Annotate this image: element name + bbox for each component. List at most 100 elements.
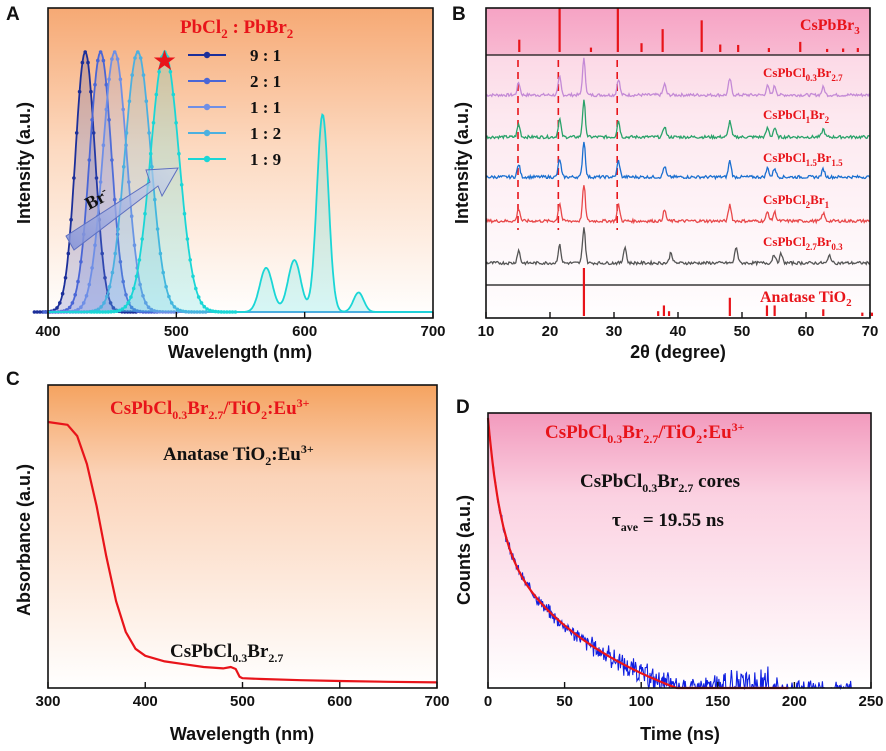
series-point: [111, 306, 116, 310]
series-point: [149, 307, 154, 312]
panel-a-curves: [32, 50, 433, 314]
panel-d-tick-label: 0: [484, 693, 492, 710]
panel-d-xlabel: Time (ns): [640, 724, 720, 744]
series-point: [201, 310, 205, 314]
series-point: [160, 310, 165, 314]
series-point: [38, 310, 42, 314]
panel-c-tick-label: 300: [35, 693, 60, 710]
panel-b-tick-label: 60: [798, 323, 815, 340]
series-point: [174, 121, 178, 125]
panel-d-note-core: CsPbCl0.3Br2.7 cores: [580, 471, 740, 495]
series-point: [160, 55, 164, 59]
xrd-series-line: [485, 57, 871, 98]
series-point: [211, 309, 215, 314]
series-point: [137, 258, 142, 262]
series-point: [233, 310, 238, 314]
series-point: [110, 57, 114, 61]
series-point: [135, 309, 140, 313]
series-point: [93, 243, 97, 247]
series-point: [189, 310, 194, 314]
series-point: [101, 143, 106, 147]
panel-d-ylabel: Counts (a.u.): [454, 495, 474, 605]
series-point: [163, 310, 168, 314]
series-point: [196, 295, 201, 299]
series-point: [155, 309, 159, 314]
panel-b-tick-label: 20: [542, 323, 559, 340]
panel-b-background: [486, 8, 870, 318]
panel-c-xlabel: Wavelength (nm): [170, 724, 314, 744]
legend-label: 1 : 2: [250, 124, 281, 143]
series-point: [90, 118, 94, 122]
panel-letter-c: C: [6, 369, 20, 390]
series-point: [124, 131, 129, 135]
series-point: [171, 92, 176, 97]
series-point: [32, 310, 37, 314]
series-point: [141, 294, 145, 298]
series-point: [127, 180, 131, 184]
series-point: [84, 294, 89, 298]
xrd-series-label: CsPbCl0.3Br2.7: [763, 65, 843, 83]
xrd-series-label-part: 1.5: [831, 158, 843, 168]
panel-c-tick-label: 400: [133, 693, 158, 710]
series-point: [70, 301, 75, 305]
series-point: [81, 301, 86, 305]
panel-letter-b: B: [452, 4, 466, 25]
xrd-series-label-part: 2: [806, 200, 811, 210]
series-point: [69, 217, 73, 222]
series-fill-9:1: [48, 52, 433, 312]
panel-b: CsPbBr3 Anatase TiO2 CsPbCl0.3Br2.7CsPbC…: [452, 7, 879, 362]
series-point: [118, 77, 123, 82]
series-point: [143, 211, 147, 216]
xrd-series-label-part: 1: [825, 200, 830, 210]
xrd-series-label: CsPbCl1.5Br1.5: [763, 150, 843, 168]
series-point: [117, 308, 122, 313]
panel-b-series-labels: CsPbCl0.3Br2.7 CsPbCl1Br2 CsPbCl1.5Br1.5 Cs…: [763, 65, 843, 252]
series-point: [103, 276, 107, 280]
series-point: [121, 279, 125, 284]
series-point: [134, 274, 139, 279]
series-point: [192, 310, 197, 314]
series-point: [185, 237, 190, 241]
legend-marker: [203, 129, 211, 137]
xrd-series-label-part: 2.7: [831, 73, 843, 83]
panel-a-frame: [47, 7, 434, 319]
series-point: [194, 286, 198, 291]
xrd-series-line: [485, 185, 871, 225]
panel-c-background: [48, 385, 437, 688]
series-point: [148, 151, 153, 156]
xrd-series-label-part: 0.3: [831, 242, 843, 252]
series-point: [230, 310, 235, 314]
series-point: [42, 310, 46, 314]
panel-b-patterns: [485, 8, 874, 316]
series-point: [144, 99, 149, 103]
xrd-series-label-part: 2.7: [806, 242, 818, 252]
panel-b-tick-label: 70: [862, 323, 879, 340]
series-point: [94, 176, 99, 180]
series-point: [172, 305, 177, 309]
series-point: [213, 309, 218, 314]
panel-a-title: PbCl2 : PbBr2: [180, 17, 293, 41]
series-point: [146, 310, 151, 314]
xrd-series-line: [485, 141, 871, 181]
series-point: [107, 118, 111, 122]
series-point: [138, 309, 142, 314]
legend-label: 1 : 9: [250, 150, 281, 169]
series-point: [161, 270, 165, 275]
series-point: [138, 282, 142, 287]
series-point: [99, 305, 103, 309]
panel-c-x-ticks: 300 400 500 600 700: [35, 682, 450, 710]
series-point: [129, 295, 133, 299]
xrd-series-label-part: 1.5: [806, 158, 818, 168]
series-point: [95, 310, 99, 314]
series-point: [89, 89, 93, 94]
panel-d-background: [488, 413, 871, 688]
xrd-series-label: CsPbCl1Br2: [763, 107, 830, 125]
series-point: [123, 304, 128, 309]
series-point: [184, 309, 188, 314]
series-point: [60, 291, 65, 296]
series-point: [124, 293, 128, 297]
series-point: [155, 227, 160, 231]
series-point: [172, 310, 176, 314]
xrd-series-label-part: CsPbCl: [763, 107, 806, 122]
series-point: [87, 282, 92, 287]
